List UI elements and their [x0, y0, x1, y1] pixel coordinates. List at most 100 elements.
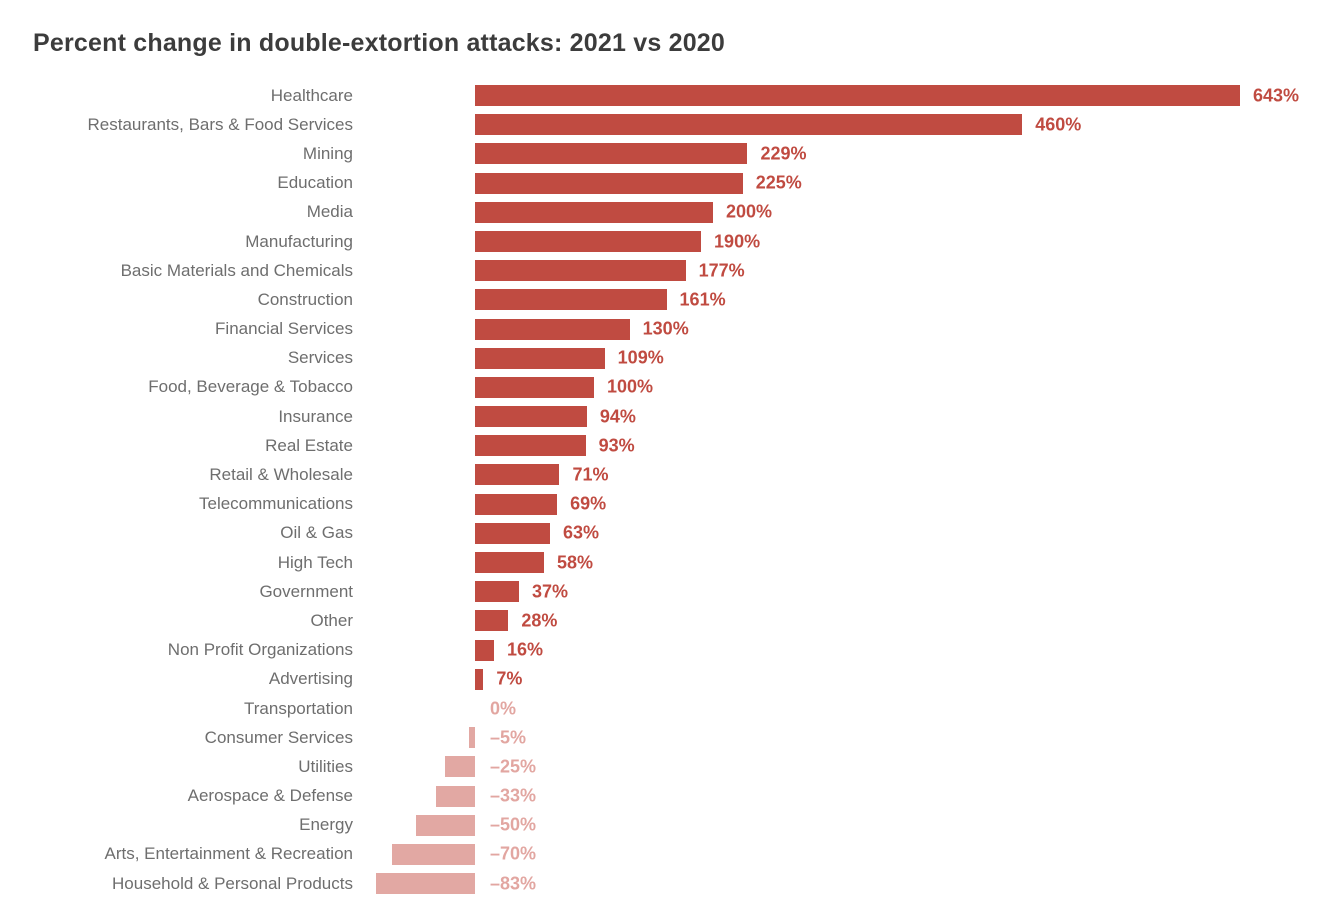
- value-label: 100%: [606, 376, 654, 397]
- chart-row: Basic Materials and Chemicals 177%: [0, 256, 1344, 285]
- category-label: Utilities: [298, 756, 353, 776]
- value-bar: [475, 493, 558, 515]
- category-label: Restaurants, Bars & Food Services: [87, 114, 353, 134]
- category-label: Real Estate: [265, 435, 353, 455]
- value-label: 69%: [570, 493, 607, 514]
- chart-title: Percent change in double-extortion attac…: [33, 29, 726, 57]
- value-label: 130%: [642, 318, 689, 339]
- chart-row: Aerospace & Defense –33%: [0, 782, 1344, 811]
- value-label: 190%: [714, 231, 761, 252]
- value-label: –25%: [490, 756, 537, 777]
- value-bar: [475, 347, 605, 369]
- category-label: Retail & Wholesale: [209, 465, 353, 485]
- chart-row: Telecommunications 69%: [0, 490, 1344, 519]
- value-label: 63%: [562, 522, 599, 543]
- chart-row: Insurance 94%: [0, 402, 1344, 431]
- category-label: Energy: [299, 815, 353, 835]
- value-label: 161%: [679, 289, 726, 310]
- value-label: 93%: [598, 435, 635, 456]
- category-label: Oil & Gas: [280, 523, 353, 543]
- chart-row: Healthcare 643%: [0, 81, 1344, 110]
- value-label: 643%: [1253, 85, 1300, 106]
- category-label: Mining: [302, 143, 353, 163]
- value-bar: [475, 668, 484, 690]
- value-label: –5%: [490, 727, 527, 748]
- value-label: –33%: [490, 785, 537, 806]
- category-label: Non Profit Organizations: [167, 640, 353, 660]
- chart-row: Real Estate 93%: [0, 431, 1344, 460]
- chart-row: Household & Personal Products –83%: [0, 869, 1344, 898]
- value-bar: [475, 522, 550, 544]
- value-bar: [435, 785, 475, 807]
- value-label: 37%: [532, 581, 569, 602]
- value-label: –50%: [490, 814, 537, 835]
- value-bar: [475, 376, 594, 398]
- chart-row: Media 200%: [0, 198, 1344, 227]
- chart-row: High Tech 58%: [0, 548, 1344, 577]
- value-label: 460%: [1035, 114, 1082, 135]
- value-bar: [475, 201, 713, 223]
- chart-row: Utilities –25%: [0, 752, 1344, 781]
- category-label: Basic Materials and Chemicals: [120, 260, 353, 280]
- chart-row: Mining 229%: [0, 139, 1344, 168]
- value-label: 200%: [725, 201, 772, 222]
- chart-row: Arts, Entertainment & Recreation –70%: [0, 840, 1344, 869]
- value-bar: [475, 85, 1240, 106]
- value-bar: [475, 260, 686, 282]
- value-label: 0%: [490, 698, 517, 719]
- value-bar: [376, 873, 475, 895]
- chart-row: Retail & Wholesale 71%: [0, 460, 1344, 489]
- chart-row: Transportation 0%: [0, 694, 1344, 723]
- category-label: Construction: [257, 289, 353, 309]
- value-label: 7%: [496, 668, 523, 689]
- value-bar: [475, 172, 743, 194]
- chart-row: Government 37%: [0, 577, 1344, 606]
- chart-row: Financial Services 130%: [0, 315, 1344, 344]
- chart-row: Restaurants, Bars & Food Services 460%: [0, 110, 1344, 139]
- chart-row: Services 109%: [0, 344, 1344, 373]
- value-label: –83%: [490, 873, 537, 894]
- value-bar: [475, 464, 560, 486]
- value-bar: [475, 581, 520, 603]
- value-bar: [469, 727, 475, 749]
- category-label: Education: [277, 173, 353, 193]
- chart-row: Manufacturing 190%: [0, 227, 1344, 256]
- category-label: High Tech: [277, 552, 353, 572]
- value-bar: [415, 814, 475, 836]
- category-label: Household & Personal Products: [112, 873, 353, 893]
- chart-row: Advertising 7%: [0, 665, 1344, 694]
- category-label: Advertising: [268, 669, 353, 689]
- value-label: 177%: [698, 260, 745, 281]
- value-label: 94%: [599, 406, 636, 427]
- chart-row: Non Profit Organizations 16%: [0, 636, 1344, 665]
- category-label: Other: [310, 610, 353, 630]
- category-label: Media: [306, 202, 353, 222]
- value-label: 16%: [507, 639, 544, 660]
- category-label: Transportation: [244, 698, 353, 718]
- value-bar: [475, 318, 630, 340]
- chart-row: Consumer Services –5%: [0, 723, 1344, 752]
- value-label: 71%: [572, 464, 609, 485]
- value-bar: [475, 435, 586, 457]
- chart-row: Oil & Gas 63%: [0, 519, 1344, 548]
- value-bar: [475, 114, 1023, 136]
- category-label: Manufacturing: [245, 231, 353, 251]
- bar-chart: Healthcare 643% Restaurants, Bars & Food…: [0, 81, 1344, 898]
- value-bar: [445, 756, 475, 778]
- category-label: Insurance: [278, 406, 353, 426]
- value-bar: [391, 843, 475, 865]
- category-label: Healthcare: [270, 85, 353, 105]
- chart-row: Energy –50%: [0, 811, 1344, 840]
- value-label: –70%: [490, 843, 537, 864]
- chart-row: Food, Beverage & Tobacco 100%: [0, 373, 1344, 402]
- category-label: Food, Beverage & Tobacco: [148, 377, 353, 397]
- category-label: Financial Services: [215, 319, 353, 339]
- category-label: Telecommunications: [198, 494, 353, 514]
- value-label: 58%: [557, 552, 594, 573]
- value-label: 28%: [521, 610, 558, 631]
- value-bar: [475, 610, 509, 632]
- category-label: Consumer Services: [204, 727, 353, 747]
- category-label: Government: [259, 581, 353, 601]
- value-label: 229%: [760, 143, 807, 164]
